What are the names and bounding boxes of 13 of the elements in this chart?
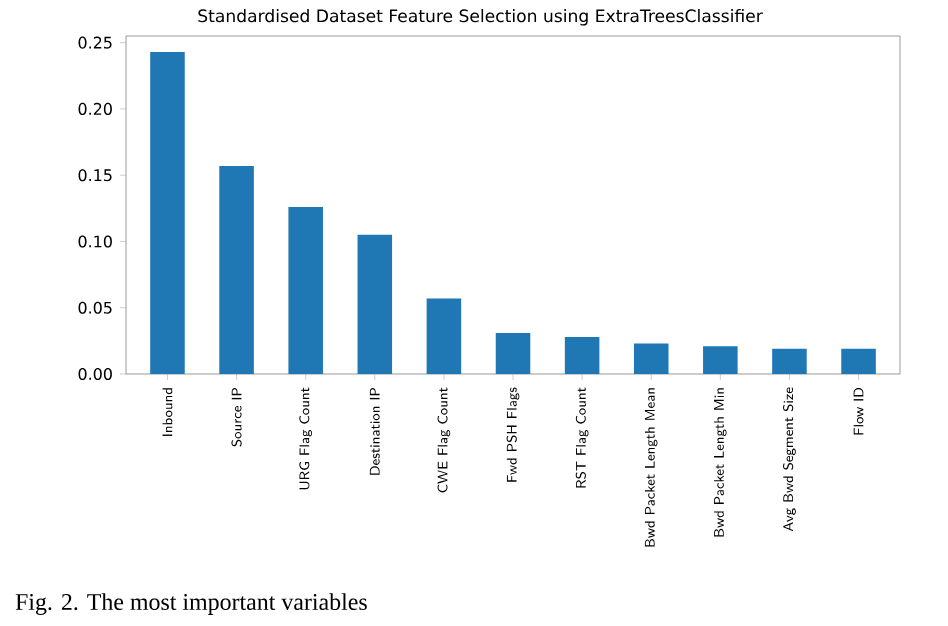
bar [772,348,807,374]
bar [150,51,185,374]
chart-title: Standardised Dataset Feature Selection using ExtraTreesClassifier [198,9,763,26]
bar [564,336,600,374]
caption: Fig. 2. The most important variables [15,593,367,615]
bar [841,348,876,374]
bar [495,332,531,374]
bar [219,165,254,374]
bar [357,234,393,374]
bar [426,298,462,374]
bar [288,206,323,374]
bar [703,346,738,374]
bar [633,343,669,374]
